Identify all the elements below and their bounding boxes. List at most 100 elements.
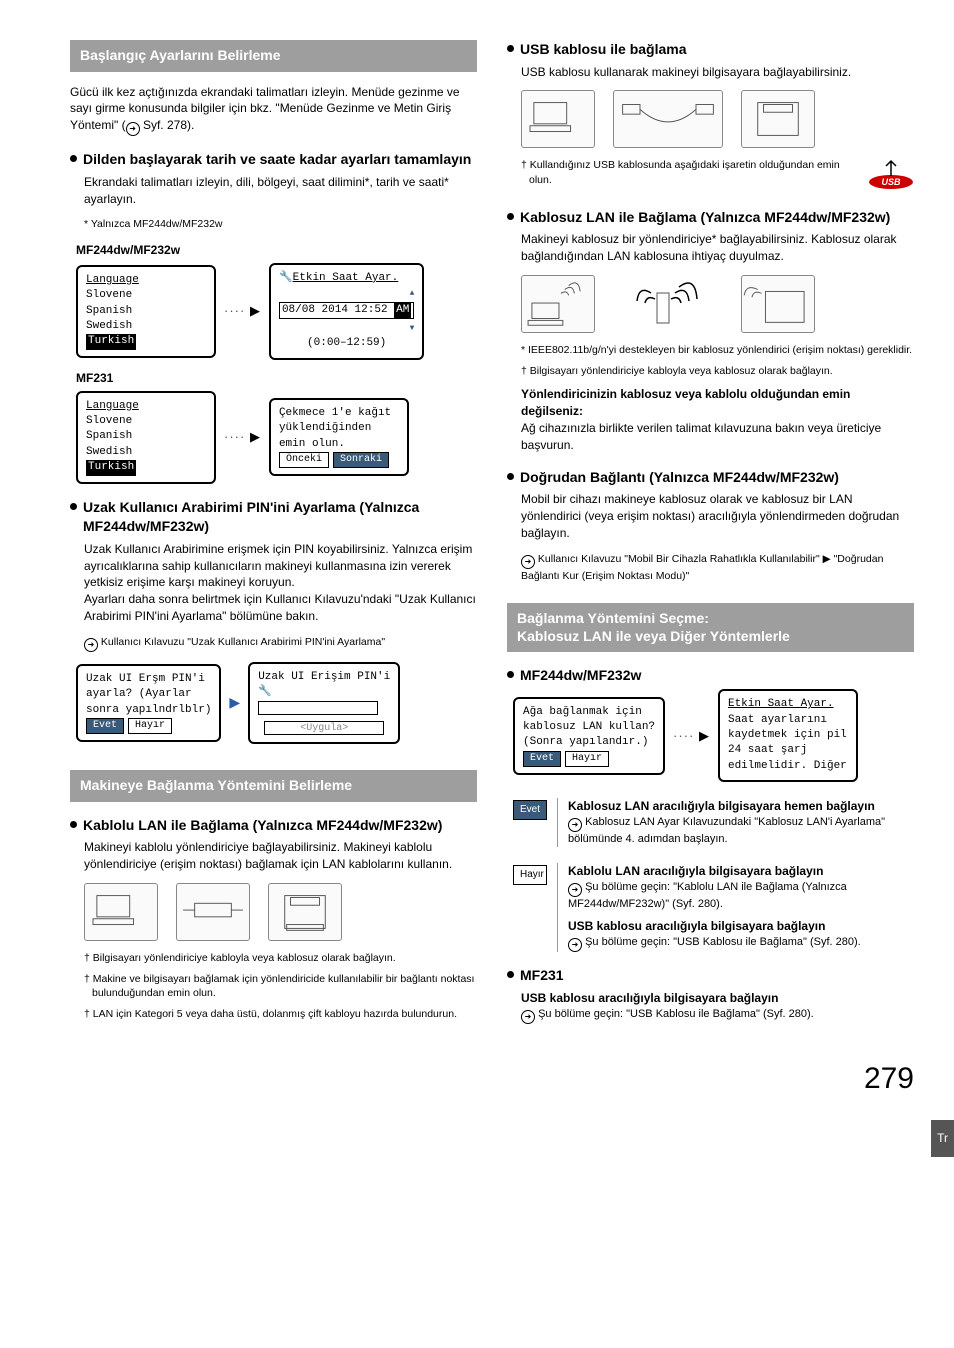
flow-arrow: ···· (224, 428, 261, 446)
heading-mf244: MF244dw/MF232w (520, 666, 641, 686)
bullet-icon (507, 473, 514, 480)
lcd-lang-item: Swedish (86, 319, 206, 334)
manual-ref-icon (521, 555, 535, 569)
choice-no-title2: USB kablosu aracılığıyla bilgisayara bağ… (568, 918, 914, 935)
model-label-mf244: MF244dw/MF232w (76, 242, 477, 259)
wireless-body: Makineyi kablosuz bir yönlendiriciye* ba… (521, 231, 914, 265)
wired-lan-body: Makineyi kablolu yönlendiriciye bağlayab… (84, 839, 477, 873)
bar3-line1: Bağlanma Yöntemini Seçme: (517, 610, 709, 626)
router-type-body: Ağ cihazınızla birlikte verilen talimat … (521, 420, 914, 454)
bullet-icon (70, 503, 77, 510)
lcd-yes-button: Evet (86, 718, 124, 734)
choice-no-title1: Kablolu LAN aracılığıyla bilgisayara bağ… (568, 863, 914, 880)
lcd-lang-item: Slovene (86, 414, 206, 429)
intro-ref: Syf. 278). (140, 118, 195, 132)
illustration-printer-wifi (741, 275, 815, 333)
lcd-wlan-line: kablosuz LAN kullan? (523, 720, 655, 735)
heading-wired-lan: Kablolu LAN ile Bağlama (Yalnızca MF244d… (83, 816, 442, 836)
heading-usb: USB kablosu ile bağlama (520, 40, 687, 60)
flow-arrow: ▶ (229, 693, 240, 713)
svg-text:USB: USB (881, 177, 901, 187)
wireless-star-note: IEEE802.11b/g/n'yi destekleyen bir kablo… (521, 343, 914, 358)
lcd-language-2: Language Slovene Spanish Swedish Turkish (76, 391, 216, 484)
heading-mf231: MF231 (520, 966, 564, 986)
lcd-lang-title: Language (86, 273, 206, 288)
lcd-pin-line: sonra yapılndrlblr) (86, 703, 211, 718)
illustration-laptop-wifi (521, 275, 595, 333)
section-heading-start: Başlangıç Ayarlarını Belirleme (70, 40, 477, 72)
manual-ref-icon (521, 1010, 535, 1024)
bullet-icon (507, 213, 514, 220)
lcd-paper: Çekmece 1'e kağıt yüklendiğinden emin ol… (269, 398, 409, 476)
lcd-batt-line: kaydetmek için pil (728, 728, 848, 743)
model-label-mf231: MF231 (76, 370, 477, 387)
illustration-router (176, 883, 250, 941)
lcd-lang-selected: Turkish (86, 460, 136, 475)
wired-note: LAN için Kategori 5 veya daha üstü, dola… (84, 1007, 477, 1022)
lcd-lang-item: Spanish (86, 429, 206, 444)
usb-logo-icon: USB (868, 158, 914, 190)
lcd-time-date: 08/08 2014 12:52 AM (279, 302, 414, 319)
page-number: 279 (70, 1058, 914, 1100)
lcd-paper-line: Çekmece 1'e kağıt (279, 406, 399, 421)
lcd-pin-line: Uzak UI Erşm PIN'i (86, 672, 211, 687)
language-tab: Tr (931, 1120, 954, 1157)
illustration-laptop (84, 883, 158, 941)
bullet-icon (70, 821, 77, 828)
illustration-usb-cable (613, 90, 723, 148)
section-heading-connect: Makineye Bağlanma Yöntemini Belirleme (70, 770, 477, 802)
lcd-battery-info: Etkin Saat Ayar. Saat ayarlarını kaydetm… (718, 689, 858, 782)
illustration-printer (268, 883, 342, 941)
lcd-wlan-prompt: Ağa bağlanmak için kablosuz LAN kullan? … (513, 697, 665, 775)
direct-body: Mobil bir cihazı makineye kablosuz olara… (521, 491, 914, 541)
lcd-paper-line: emin olun. (279, 437, 399, 452)
choice-no-body1: Şu bölüme geçin: "Kablolu LAN ile Bağlam… (568, 880, 914, 912)
manual-ref-icon (568, 938, 582, 952)
flow-arrow: ···· (673, 727, 710, 745)
manual-ref-icon (84, 638, 98, 652)
choice-no-body2: Şu bölüme geçin: "USB Kablosu ile Bağlam… (568, 935, 914, 952)
lcd-lang-selected: Turkish (86, 334, 136, 349)
lcd-next-button: Sonraki (333, 452, 389, 468)
lcd-batt-line: edilmelidir. Diğer (728, 759, 848, 774)
lcd-batt-line: 24 saat şarj (728, 743, 848, 758)
lcd-apply-button: <Uygula> (264, 721, 384, 735)
lcd-lang-item: Spanish (86, 304, 206, 319)
page-ref-icon (126, 122, 140, 136)
section-heading-choose-method: Bağlanma Yöntemini Seçme: Kablosuz LAN i… (507, 603, 914, 651)
lang-date-footnote: * Yalnızca MF244dw/MF232w (84, 217, 477, 232)
lang-date-body: Ekrandaki talimatları izleyin, dili, böl… (84, 174, 477, 208)
flow-arrow: ···· (224, 302, 261, 320)
lcd-prev-button: Önceki (279, 452, 329, 468)
wireless-dagger-note: Bilgisayarı yönlendiriciye kabloyla veya… (521, 364, 914, 379)
lcd-wlan-line: Ağa bağlanmak için (523, 705, 655, 720)
remote-pin-ref: Kullanıcı Kılavuzu "Uzak Kullanıcı Arabi… (84, 635, 477, 652)
lcd-lang-item: Swedish (86, 445, 206, 460)
lcd-lang-title: Language (86, 399, 206, 414)
direct-ref: Kullanıcı Kılavuzu "Mobil Bir Cihazla Ra… (521, 552, 914, 584)
lcd-time: 🔧Etkin Saat Ayar. 08/08 2014 12:52 AM (0… (269, 263, 424, 360)
lcd-batt-title: Etkin Saat Ayar. (728, 697, 848, 712)
illustration-wifi-router (613, 275, 723, 333)
wired-note: Makine ve bilgisayarı bağlamak için yönl… (84, 972, 477, 1001)
lcd-pin-entry: Uzak UI Erişim PIN'i 🔧 <Uygula> (248, 662, 400, 745)
bullet-icon (507, 971, 514, 978)
heading-language-date: Dilden başlayarak tarih ve saate kadar a… (83, 150, 471, 170)
bar3-line2: Kablosuz LAN ile veya Diğer Yöntemlerle (517, 628, 790, 644)
lcd-pin-field (258, 701, 378, 715)
wired-note: Bilgisayarı yönlendiriciye kabloyla veya… (84, 951, 477, 966)
manual-ref-icon (568, 883, 582, 897)
lcd-time-title: 🔧Etkin Saat Ayar. (279, 271, 414, 286)
bullet-icon (507, 671, 514, 678)
illustration-laptop (521, 90, 595, 148)
bullet-icon (507, 45, 514, 52)
lcd-no-button: Hayır (128, 718, 172, 734)
lcd-pin-line: ayarla? (Ayarlar (86, 687, 211, 702)
intro-text: Gücü ilk kez açtığınızda ekrandaki talim… (70, 84, 477, 137)
bullet-icon (70, 155, 77, 162)
lcd-paper-line: yüklendiğinden (279, 421, 399, 436)
lcd-yes-button: Evet (523, 751, 561, 767)
lcd-time-range: (0:00–12:59) (279, 336, 414, 351)
lcd-language: Language Slovene Spanish Swedish Turkish (76, 265, 216, 358)
mf231-usb-title: USB kablosu aracılığıyla bilgisayara bağ… (521, 990, 914, 1007)
